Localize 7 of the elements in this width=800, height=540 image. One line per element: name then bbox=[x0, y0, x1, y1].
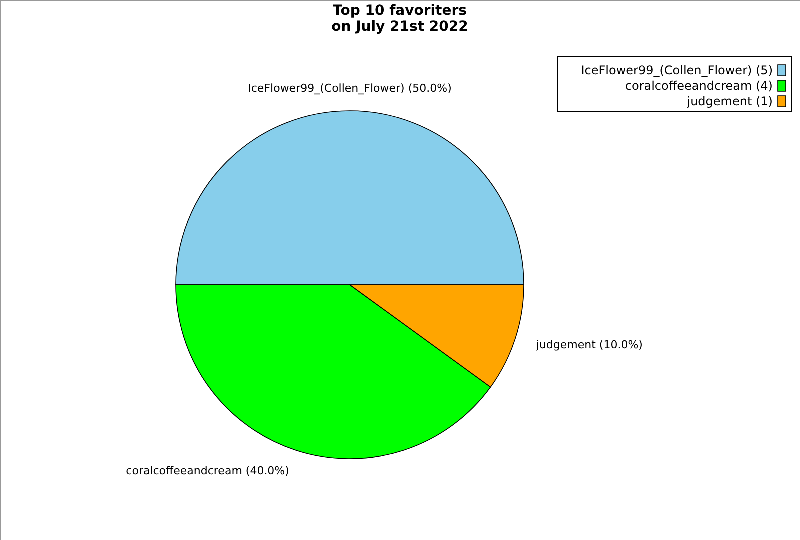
data-label: IceFlower99_(Collen_Flower) (50.0%) bbox=[248, 82, 452, 95]
legend-label: coralcoffeeandcream (4) bbox=[625, 79, 773, 93]
chart-title: Top 10 favoriters on July 21st 2022 bbox=[332, 3, 468, 35]
legend-label: judgement (1) bbox=[686, 94, 773, 108]
data-label: coralcoffeeandcream (40.0%) bbox=[126, 464, 290, 478]
data-label: judgement (10.0%) bbox=[535, 338, 643, 352]
legend-label: IceFlower99_(Collen_Flower) (5) bbox=[581, 64, 773, 78]
